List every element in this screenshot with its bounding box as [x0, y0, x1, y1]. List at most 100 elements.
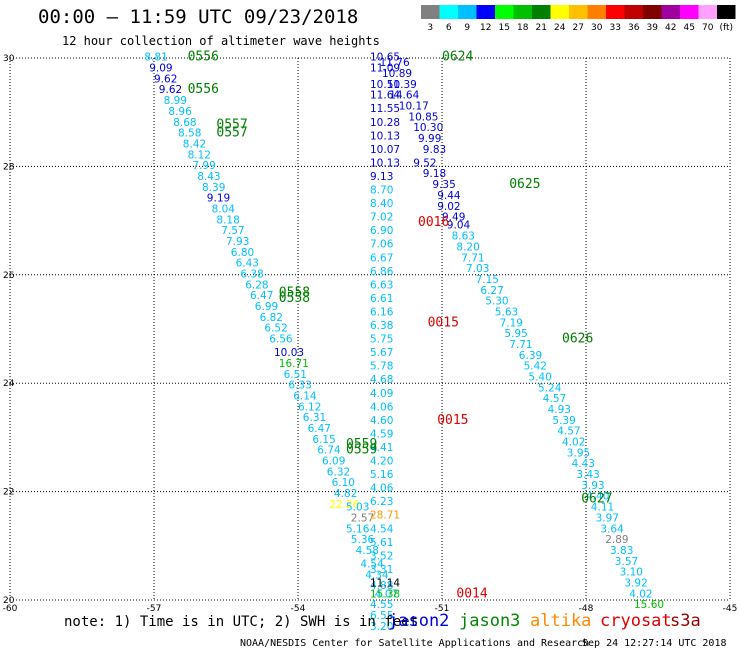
data-label: 6.27	[480, 285, 503, 297]
data-label: 6.82	[260, 312, 283, 324]
data-label: 9.13	[370, 171, 393, 183]
legend-label: 6	[446, 23, 452, 33]
data-label: 7.02	[370, 212, 393, 224]
data-label: 6.33	[288, 380, 311, 392]
time-label: 0559	[346, 443, 377, 458]
data-label: 4.93	[548, 404, 571, 416]
data-label: 4.58	[356, 545, 379, 557]
data-label: 6.55	[370, 610, 393, 622]
data-label: 8.20	[456, 241, 479, 253]
data-label: 6.90	[370, 225, 393, 237]
data-label: 8.58	[178, 128, 201, 140]
data-label: 3.31	[370, 564, 393, 576]
data-label: 3.93	[581, 480, 604, 492]
data-label: 6.39	[519, 350, 542, 362]
legend-label: 3	[427, 23, 433, 33]
data-label: 10.07	[370, 144, 400, 156]
legend-label: 42	[665, 23, 676, 33]
data-label: 5.78	[370, 361, 393, 373]
time-label: 0559	[346, 437, 377, 452]
data-label: 7.71	[509, 339, 532, 351]
legend-label: 12	[480, 23, 491, 33]
legend-label: 18	[517, 23, 529, 33]
legend-label: 24	[554, 23, 566, 33]
data-label: 8.63	[452, 231, 475, 243]
legend-label: (ft)	[719, 23, 733, 33]
legend-swatch	[532, 5, 551, 19]
data-label: 6.14	[293, 390, 317, 402]
data-label: 10.17	[399, 100, 429, 112]
data-label: 4.11	[591, 502, 614, 514]
y-tick-label: 22	[3, 488, 14, 498]
data-label: 9.62	[154, 73, 177, 85]
data-label: 4.55	[370, 599, 393, 611]
data-label: 4.57	[543, 393, 566, 405]
data-label: 3.97	[596, 512, 619, 524]
legend-swatch	[421, 5, 440, 19]
data-label: 4.43	[572, 458, 595, 470]
data-label: 5.39	[552, 415, 575, 427]
data-label: 5.16	[346, 523, 370, 535]
time-label: 0626	[562, 332, 593, 347]
legend-swatch	[476, 5, 495, 19]
data-label: 6.56	[269, 334, 293, 346]
data-label: 9.18	[423, 168, 446, 180]
data-label: 9.52	[413, 157, 436, 169]
legend-swatch	[550, 5, 569, 19]
satellite-legend-altika: altika	[530, 611, 591, 631]
data-label: 6.99	[255, 301, 278, 313]
y-tick-label: 24	[3, 379, 15, 389]
data-label: 4.41	[370, 442, 393, 454]
data-label: 6.86	[370, 266, 394, 278]
x-tick-label: -60	[3, 604, 18, 614]
data-label: 6.28	[245, 279, 268, 291]
legend-swatch	[606, 5, 625, 19]
satellite-legend-jason3: jason3	[459, 611, 520, 631]
x-tick-label: -54	[291, 604, 306, 614]
satellite-legend-cryosat: cryosat	[600, 611, 672, 631]
data-label: 9.04	[447, 220, 471, 232]
data-label: 6.09	[322, 456, 345, 468]
footer-note: note: 1) Time is in UTC; 2) SWH is in fe…	[64, 614, 418, 630]
data-label: 7.57	[221, 225, 244, 237]
data-label: 10.28	[370, 117, 400, 129]
time-label: 0557	[216, 117, 247, 132]
data-label: 2.89	[605, 534, 628, 546]
data-label: 4.54	[370, 523, 394, 535]
data-label: 4.60	[370, 415, 393, 427]
legend-label: 30	[591, 23, 603, 33]
data-label: 4.34	[365, 569, 389, 581]
data-label: 4.02	[562, 437, 585, 449]
chart-title: 00:00 – 11:59 UTC 09/23/2018	[38, 6, 359, 28]
data-label: 5.95	[504, 328, 527, 340]
data-label: 11.76	[380, 57, 410, 69]
data-label: 9.35	[432, 179, 455, 191]
data-label: 14.64	[389, 90, 419, 102]
data-label: 9.19	[207, 193, 230, 205]
data-label: 3.64	[600, 523, 624, 535]
data-label: 3.10	[620, 567, 643, 579]
data-label: 5.16	[370, 469, 394, 481]
data-label: 6.15	[312, 434, 335, 446]
data-label: 4.68	[370, 374, 393, 386]
data-label: 10.85	[408, 111, 438, 123]
data-label: 5.42	[524, 361, 547, 373]
data-label: 5.67	[370, 347, 393, 359]
y-tick-label: 26	[3, 271, 15, 281]
data-label: 3.20	[370, 621, 393, 633]
data-label: 3.52	[370, 550, 393, 562]
data-label: 6.43	[236, 258, 259, 270]
data-label: 4.88	[370, 580, 393, 592]
data-label: 6.23	[370, 496, 393, 508]
data-label: 22.26	[329, 499, 359, 511]
data-label: 7.93	[226, 236, 249, 248]
data-label: 7.03	[466, 263, 489, 275]
data-label: 5.75	[370, 334, 393, 346]
legend-label: 9	[464, 23, 470, 33]
data-label: 15.60	[634, 599, 664, 611]
data-label: 8.12	[188, 149, 211, 161]
time-label: 0015	[428, 315, 459, 330]
legend-swatch	[717, 5, 736, 19]
data-label: 10.39	[387, 79, 417, 91]
legend-swatch	[495, 5, 514, 19]
